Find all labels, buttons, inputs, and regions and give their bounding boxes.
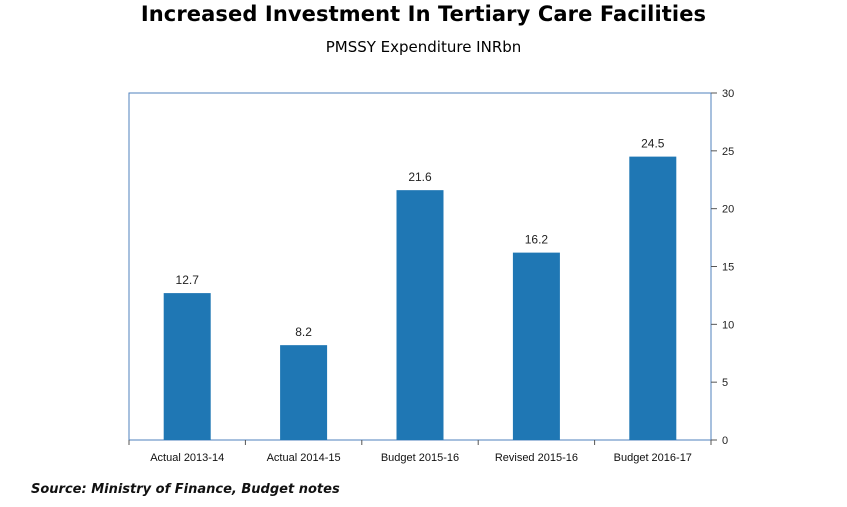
bar: [396, 190, 444, 440]
bar: [512, 252, 560, 440]
data-label: 16.2: [525, 233, 549, 247]
y-tick-label: 0: [722, 435, 728, 447]
y-tick-label: 15: [722, 262, 734, 274]
bars-group: [163, 156, 677, 440]
y-tick-label: 25: [722, 146, 734, 158]
bar: [280, 345, 328, 440]
source-note: Source: Ministry of Finance, Budget note…: [31, 482, 340, 497]
x-tick-label: Revised 2015-16: [495, 452, 578, 464]
data-labels-group: 12.7 8.2 21.6 16.2 24.5: [176, 137, 665, 340]
y-tick-label: 30: [722, 88, 734, 100]
chart-subtitle: PMSSY Expenditure INRbn: [325, 38, 522, 56]
y-tick-label: 5: [722, 377, 728, 389]
data-label: 12.7: [176, 273, 200, 287]
y-axis: 0 5 10 15 20 25 30: [711, 88, 734, 447]
data-label: 8.2: [295, 325, 312, 339]
x-tick-label: Actual 2014-15: [267, 452, 341, 464]
x-tick-label: Budget 2016-17: [614, 452, 692, 464]
x-axis: Actual 2013-14 Actual 2014-15 Budget 2015-…: [128, 440, 712, 464]
data-label: 24.5: [641, 137, 665, 151]
bar: [163, 293, 211, 440]
chart-title: Increased Investment In Tertiary Care Fa…: [140, 2, 707, 26]
x-tick-label: Budget 2015-16: [381, 452, 459, 464]
x-tick-label: Actual 2013-14: [150, 452, 224, 464]
y-tick-label: 20: [722, 204, 734, 216]
y-tick-label: 10: [722, 319, 734, 331]
data-label: 21.6: [408, 170, 432, 184]
bar: [629, 156, 677, 440]
